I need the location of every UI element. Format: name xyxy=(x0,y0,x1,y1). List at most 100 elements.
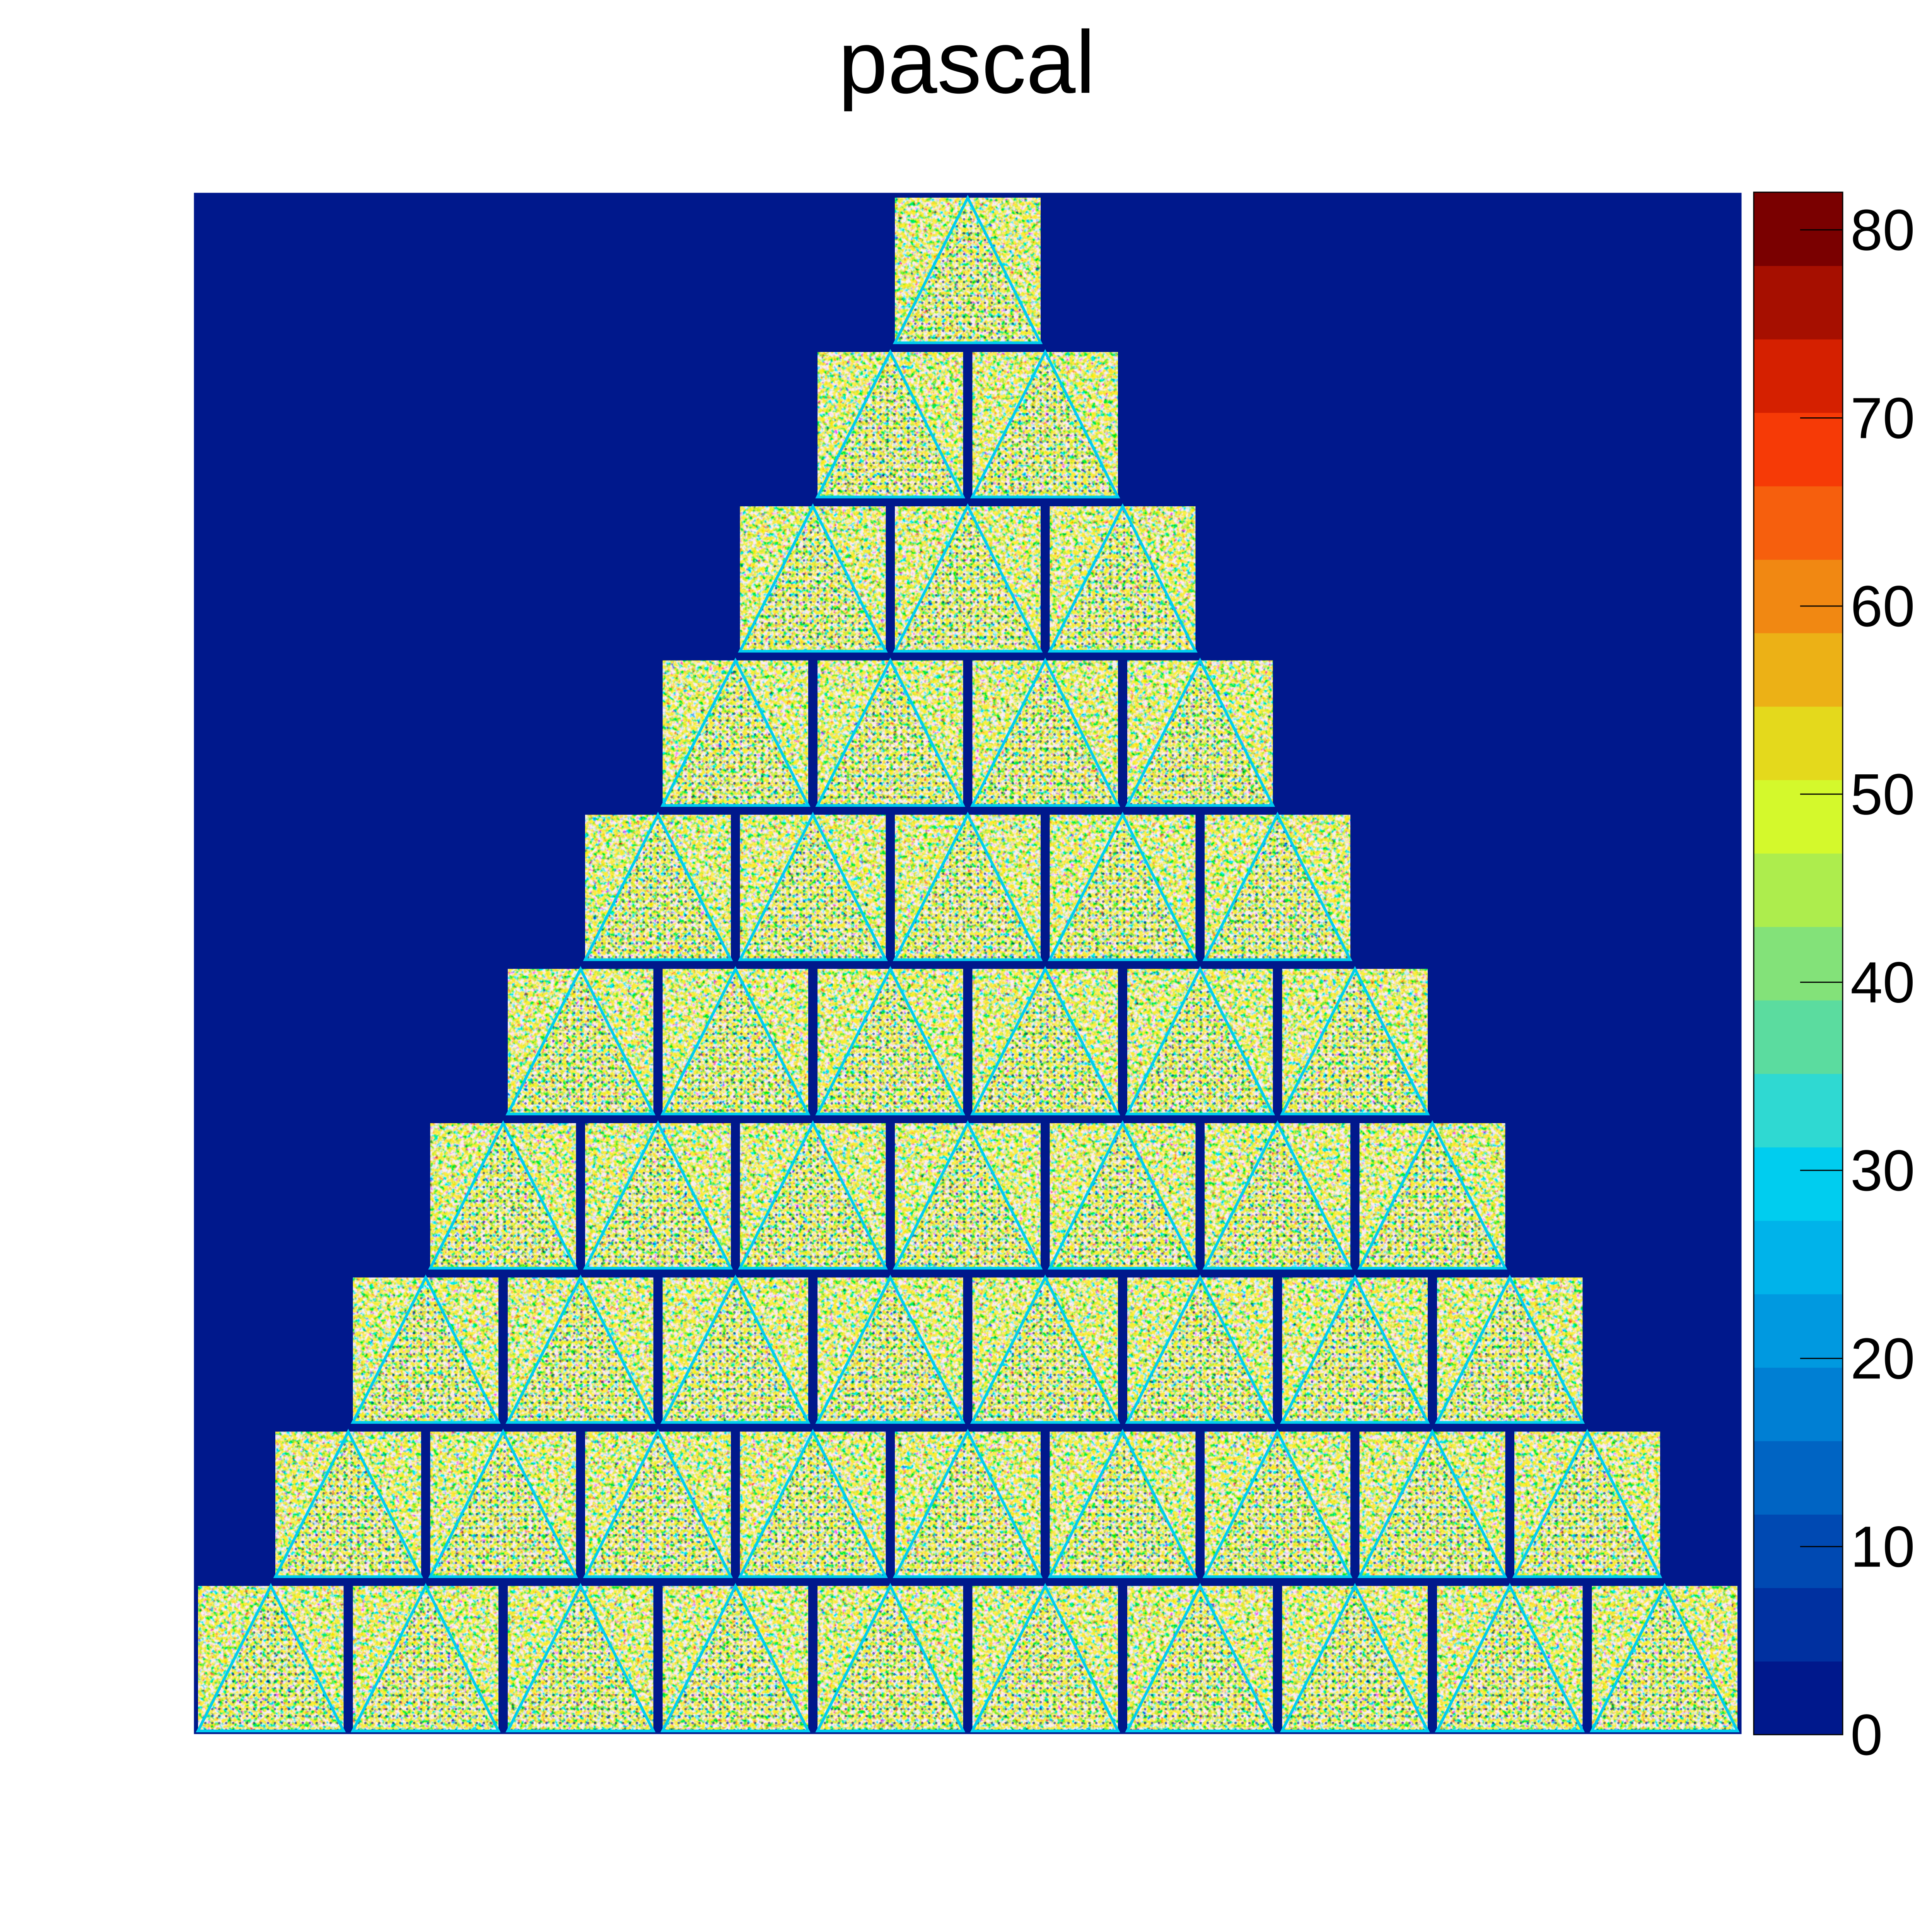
triangle-cell xyxy=(660,658,811,807)
triangle-cell xyxy=(350,1583,501,1732)
triangle-edge xyxy=(815,1583,966,1732)
triangle-edge xyxy=(660,1274,811,1424)
triangle-cell xyxy=(1125,966,1275,1115)
triangle-edge xyxy=(1357,1120,1507,1270)
triangle-texture xyxy=(1127,1277,1273,1423)
triangle-edge xyxy=(970,1583,1120,1732)
triangle-edge xyxy=(1125,1583,1275,1732)
triangle-edge xyxy=(1435,1583,1585,1732)
triangle-texture xyxy=(1437,1277,1583,1423)
triangle-texture xyxy=(1437,1586,1583,1731)
triangle-cells xyxy=(196,195,1740,1732)
colorbar-band xyxy=(1754,1367,1843,1441)
triangle-texture xyxy=(585,1431,731,1577)
triangle-texture xyxy=(895,815,1041,960)
triangle-cell xyxy=(738,1120,888,1270)
colorbar-bands xyxy=(1754,192,1843,1735)
triangle-texture xyxy=(1050,506,1196,651)
triangle-texture xyxy=(353,1586,498,1731)
triangle-cell xyxy=(815,966,966,1115)
plot-frame xyxy=(193,191,1743,1735)
triangle-texture xyxy=(972,352,1118,497)
triangle-cell xyxy=(738,1429,888,1578)
triangle-texture xyxy=(972,1277,1118,1423)
triangle-texture xyxy=(895,506,1041,651)
colorbar-tick-label: 0 xyxy=(1850,1702,1883,1767)
triangle-edge xyxy=(893,1120,1043,1270)
triangle-texture xyxy=(1205,815,1350,960)
triangle-cell xyxy=(1202,1429,1353,1578)
triangle-texture xyxy=(818,660,963,806)
triangle-cell xyxy=(1280,1274,1430,1424)
triangle-edge xyxy=(1048,503,1198,653)
triangle-texture xyxy=(972,1586,1118,1731)
triangle-cell xyxy=(1125,658,1275,807)
triangle-cell xyxy=(1435,1274,1585,1424)
triangle-edge xyxy=(273,1429,423,1578)
triangle-texture xyxy=(1282,1277,1428,1423)
triangle-texture xyxy=(740,506,886,651)
triangle-texture xyxy=(1359,1123,1505,1268)
colorbar: 0 10 20 30 40 50 60 70 80 xyxy=(1753,191,1915,1767)
heatmap-plot-area xyxy=(193,191,1743,1735)
triangle-cell xyxy=(505,1274,656,1424)
colorbar-tick-label: 10 xyxy=(1850,1514,1915,1579)
triangle-texture xyxy=(662,969,808,1114)
triangle-edge xyxy=(583,811,733,961)
triangle-texture xyxy=(818,352,963,497)
triangle-cell xyxy=(893,503,1043,653)
triangle-edge xyxy=(1125,658,1275,807)
triangle-edge xyxy=(1202,1429,1353,1578)
triangle-edge xyxy=(893,811,1043,961)
triangle-edge xyxy=(815,658,966,807)
triangle-edge xyxy=(1357,1429,1507,1578)
colorbar-band xyxy=(1754,1147,1843,1221)
triangle-edge xyxy=(505,1583,656,1732)
triangle-texture xyxy=(353,1277,498,1423)
triangle-cell xyxy=(1280,966,1430,1115)
colorbar-band xyxy=(1754,265,1843,340)
colorbar-band xyxy=(1754,1000,1843,1074)
triangle-edge xyxy=(583,1429,733,1578)
triangle-cell xyxy=(428,1429,578,1578)
triangle-texture xyxy=(1205,1123,1350,1268)
triangle-cell xyxy=(1202,1120,1353,1270)
triangle-cell xyxy=(1048,811,1198,961)
triangle-edge xyxy=(196,1583,346,1732)
triangle-edge xyxy=(815,966,966,1115)
triangle-edge xyxy=(1512,1429,1662,1578)
triangle-edge xyxy=(350,1583,501,1732)
triangle-edge xyxy=(660,658,811,807)
triangle-cell xyxy=(583,1429,733,1578)
triangle-texture xyxy=(740,1123,886,1268)
triangle-edge xyxy=(1280,1583,1430,1732)
triangle-edge xyxy=(350,1274,501,1424)
triangle-edge xyxy=(1435,1274,1585,1424)
triangle-texture xyxy=(818,1586,963,1731)
triangle-texture xyxy=(1127,969,1273,1114)
triangle-cell xyxy=(505,1583,656,1732)
triangle-cell xyxy=(350,1274,501,1424)
triangle-texture xyxy=(895,1123,1041,1268)
triangle-texture xyxy=(1050,1431,1196,1577)
triangle-texture xyxy=(508,969,654,1114)
triangle-cell xyxy=(815,349,966,499)
triangle-texture xyxy=(818,969,963,1114)
triangle-cell xyxy=(196,1583,346,1732)
triangle-edge xyxy=(1048,1429,1198,1578)
colorbar-band xyxy=(1754,706,1843,780)
triangle-texture xyxy=(972,660,1118,806)
colorbar-band xyxy=(1754,1588,1843,1662)
triangle-edge xyxy=(660,1583,811,1732)
triangle-texture xyxy=(1050,1123,1196,1268)
triangle-cell xyxy=(660,966,811,1115)
colorbar-tick-label: 50 xyxy=(1850,762,1915,827)
colorbar-band xyxy=(1754,780,1843,854)
triangle-edge xyxy=(970,1274,1120,1424)
triangle-texture xyxy=(740,815,886,960)
triangle-texture xyxy=(275,1431,421,1577)
colorbar-band xyxy=(1754,1441,1843,1515)
triangle-cell xyxy=(970,658,1120,807)
triangle-texture xyxy=(972,969,1118,1114)
